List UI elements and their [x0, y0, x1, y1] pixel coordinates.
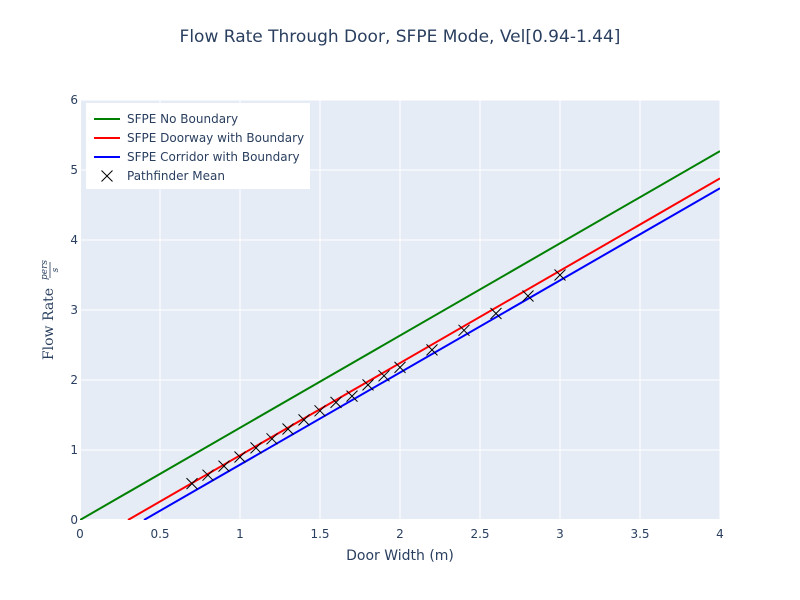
legend-label: SFPE Corridor with Boundary: [127, 150, 300, 164]
y-axis-title: Flow Rate pers s: [40, 260, 61, 360]
pathfinder-mean-point: [378, 369, 390, 382]
pathfinder-mean-point: [250, 442, 262, 454]
x-tick-label: 3.5: [630, 527, 649, 541]
y-tick-label: 4: [70, 233, 78, 247]
x-tick-label: 1: [236, 527, 244, 541]
legend: SFPE No Boundary SFPE Doorway with Bounda…: [86, 103, 310, 189]
pathfinder-mean-point: [330, 396, 342, 409]
pathfinder-mean-point: [298, 414, 310, 426]
y-tick-label: 6: [70, 93, 78, 107]
legend-x-marker-swatch: [101, 170, 113, 182]
grid: [79, 99, 721, 521]
x-tick-label: 4: [716, 527, 724, 541]
pathfinder-mean-point: [522, 290, 534, 302]
pathfinder-mean-point: [426, 344, 438, 356]
legend-item: SFPE No Boundary: [94, 112, 238, 126]
legend-item: SFPE Doorway with Boundary: [94, 131, 304, 145]
y-axis-unit-numerator: pers: [40, 260, 50, 280]
x-tick-label: 3: [556, 527, 564, 541]
y-tick-label: 2: [70, 373, 78, 387]
pathfinder-mean-point: [202, 469, 214, 482]
x-tick-label: 0: [76, 527, 84, 541]
y-tick-label: 3: [70, 303, 78, 317]
pathfinder-mean-point: [218, 460, 230, 472]
x-axis-title: Door Width (m): [346, 548, 454, 564]
legend-label: Pathfinder Mean: [127, 169, 225, 183]
pathfinder-mean-point: [186, 477, 198, 490]
pathfinder-mean-point: [362, 379, 374, 391]
y-tick-label: 5: [70, 163, 78, 177]
pathfinder-mean-point: [490, 307, 502, 320]
chart-title: Flow Rate Through Door, SFPE Mode, Vel[0…: [180, 27, 621, 47]
pathfinder-mean-point: [554, 269, 566, 281]
x-tick-label: 0.5: [150, 527, 169, 541]
series-line-2: [143, 187, 720, 520]
legend-item: Pathfinder Mean: [101, 169, 225, 183]
y-tick-label: 0: [70, 513, 78, 527]
legend-label: SFPE Doorway with Boundary: [127, 131, 304, 145]
x-tick-label: 2.5: [470, 527, 489, 541]
pathfinder-mean-point: [266, 432, 278, 445]
pathfinder-mean-point: [314, 404, 326, 417]
x-tick-label: 1.5: [310, 527, 329, 541]
y-axis-title-text: Flow Rate: [41, 288, 57, 360]
series-layer: [80, 150, 720, 520]
y-axis-ticks: 0 1 2 3 4 5 6: [70, 93, 78, 527]
y-tick-label: 1: [70, 443, 78, 457]
pathfinder-mean-point: [282, 423, 294, 435]
pathfinder-mean-point: [394, 361, 406, 374]
x-tick-label: 2: [396, 527, 404, 541]
pathfinder-mean-point: [346, 390, 358, 402]
legend-item: SFPE Corridor with Boundary: [94, 150, 300, 164]
pathfinder-mean-point: [458, 324, 470, 337]
legend-box: [86, 103, 310, 189]
legend-label: SFPE No Boundary: [127, 112, 238, 126]
x-axis-ticks: 0 0.5 1 1.5 2 2.5 3 3.5 4: [76, 527, 724, 541]
y-axis-unit-denominator: s: [51, 267, 61, 272]
pathfinder-mean-point: [234, 451, 246, 463]
series-line-0: [80, 150, 720, 520]
